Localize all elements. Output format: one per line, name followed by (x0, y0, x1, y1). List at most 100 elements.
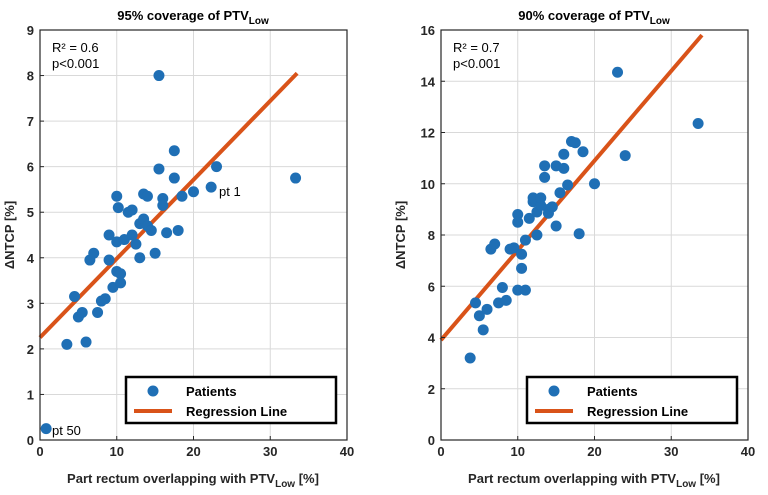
x-tick-label: 30 (263, 444, 277, 459)
annotation-pt-1: pt 1 (219, 184, 241, 199)
data-point (103, 254, 115, 266)
data-point (527, 192, 539, 204)
data-point (149, 247, 161, 259)
y-tick-label: 6 (27, 160, 34, 175)
data-point (619, 150, 631, 162)
y-tick-label: 7 (27, 114, 34, 129)
data-point (61, 338, 73, 350)
y-tick-label: 6 (428, 279, 435, 294)
data-point (168, 145, 180, 157)
data-point (172, 224, 184, 236)
x-tick-label: 0 (437, 444, 444, 459)
data-point (145, 224, 157, 236)
data-point (115, 268, 127, 280)
data-point (126, 204, 138, 216)
y-tick-label: 4 (27, 251, 35, 266)
data-point (99, 293, 111, 305)
y-tick-label: 4 (428, 331, 436, 346)
data-point (692, 118, 704, 130)
data-point (508, 242, 520, 254)
y-tick-label: 0 (428, 433, 435, 448)
points-right (464, 66, 704, 364)
chart-title-right: 90% coverage of PTVLow (518, 8, 670, 27)
data-point (205, 181, 217, 193)
data-point (519, 234, 531, 246)
y-tick-label: 8 (428, 228, 435, 243)
y-axis-label-left: ΔNTCP [%] (2, 201, 17, 269)
data-point (168, 172, 180, 184)
data-point (612, 66, 624, 78)
data-point (512, 284, 524, 296)
data-point (516, 262, 528, 274)
x-tick-label: 30 (664, 444, 678, 459)
y-tick-label: 2 (428, 382, 435, 397)
chart-right: 0 10 20 30 40 0 2 4 6 8 10 12 14 16 90% coverage of P… (393, 8, 755, 490)
data-point (500, 294, 512, 306)
data-point (153, 163, 165, 175)
data-point (481, 303, 493, 315)
x-tick-label: 0 (36, 444, 43, 459)
chart-title-left: 95% coverage of PTVLow (117, 8, 269, 27)
data-point (40, 423, 52, 435)
data-point (531, 229, 543, 241)
data-point (496, 282, 508, 294)
data-point (558, 162, 570, 174)
data-point (92, 306, 104, 318)
data-point (470, 297, 482, 309)
x-tick-label: 40 (340, 444, 354, 459)
data-point (546, 201, 558, 213)
data-point (76, 306, 88, 318)
data-point (569, 137, 581, 149)
legend-label-regression-right: Regression Line (587, 404, 688, 419)
y-tick-label: 1 (27, 387, 34, 402)
data-point (80, 336, 92, 348)
data-point (88, 247, 100, 259)
y-tick-label: 9 (27, 23, 34, 38)
legend-left: Patients Regression Line (124, 375, 338, 425)
legend-right: Patients Regression Line (525, 375, 739, 425)
data-point (112, 202, 124, 214)
x-axis-label-left: Part rectum overlapping with PTVLow [%] (67, 471, 319, 490)
data-point (516, 248, 528, 260)
x-tick-label: 10 (511, 444, 525, 459)
data-point (176, 190, 188, 202)
points-left (40, 70, 302, 435)
data-point (134, 252, 146, 264)
x-axis-label-right: Part rectum overlapping with PTVLow [%] (468, 471, 720, 490)
legend-box-left (124, 375, 338, 425)
r-squared-left: R² = 0.6 (52, 40, 99, 55)
data-point (523, 212, 535, 224)
data-point (489, 238, 501, 250)
data-point (539, 160, 551, 172)
p-value-left: p<0.001 (52, 56, 99, 71)
annotation-pt-50: pt 50 (52, 423, 81, 438)
data-point (211, 161, 223, 173)
x-tick-label: 20 (186, 444, 200, 459)
chart-left: 0 10 20 30 40 0 1 2 3 4 5 6 7 8 9 95% coverage of PTVL… (2, 8, 354, 490)
y-tick-label: 3 (27, 296, 34, 311)
data-point (188, 186, 199, 198)
ticks-left: 0 10 20 30 40 0 1 2 3 4 5 6 7 8 9 (27, 23, 354, 459)
data-point (153, 70, 165, 82)
y-tick-label: 12 (421, 126, 435, 141)
y-tick-label: 0 (27, 433, 34, 448)
legend-label-regression-left: Regression Line (186, 404, 287, 419)
data-point (554, 187, 566, 199)
y-tick-label: 5 (27, 205, 34, 220)
data-point (577, 146, 589, 158)
legend-marker-patients-right (548, 385, 560, 397)
data-point (512, 216, 524, 228)
y-tick-label: 14 (421, 74, 436, 89)
data-point (589, 178, 600, 190)
data-point (111, 190, 123, 202)
p-value-right: p<0.001 (453, 56, 500, 71)
legend-label-patients-left: Patients (186, 384, 237, 399)
data-point (573, 228, 585, 240)
legend-box-right (525, 375, 739, 425)
data-point (473, 310, 485, 322)
ticks-right: 0 10 20 30 40 0 2 4 6 8 10 12 14 16 (421, 23, 756, 459)
y-tick-label: 16 (421, 23, 435, 38)
data-point (464, 352, 476, 364)
data-point (69, 291, 81, 302)
